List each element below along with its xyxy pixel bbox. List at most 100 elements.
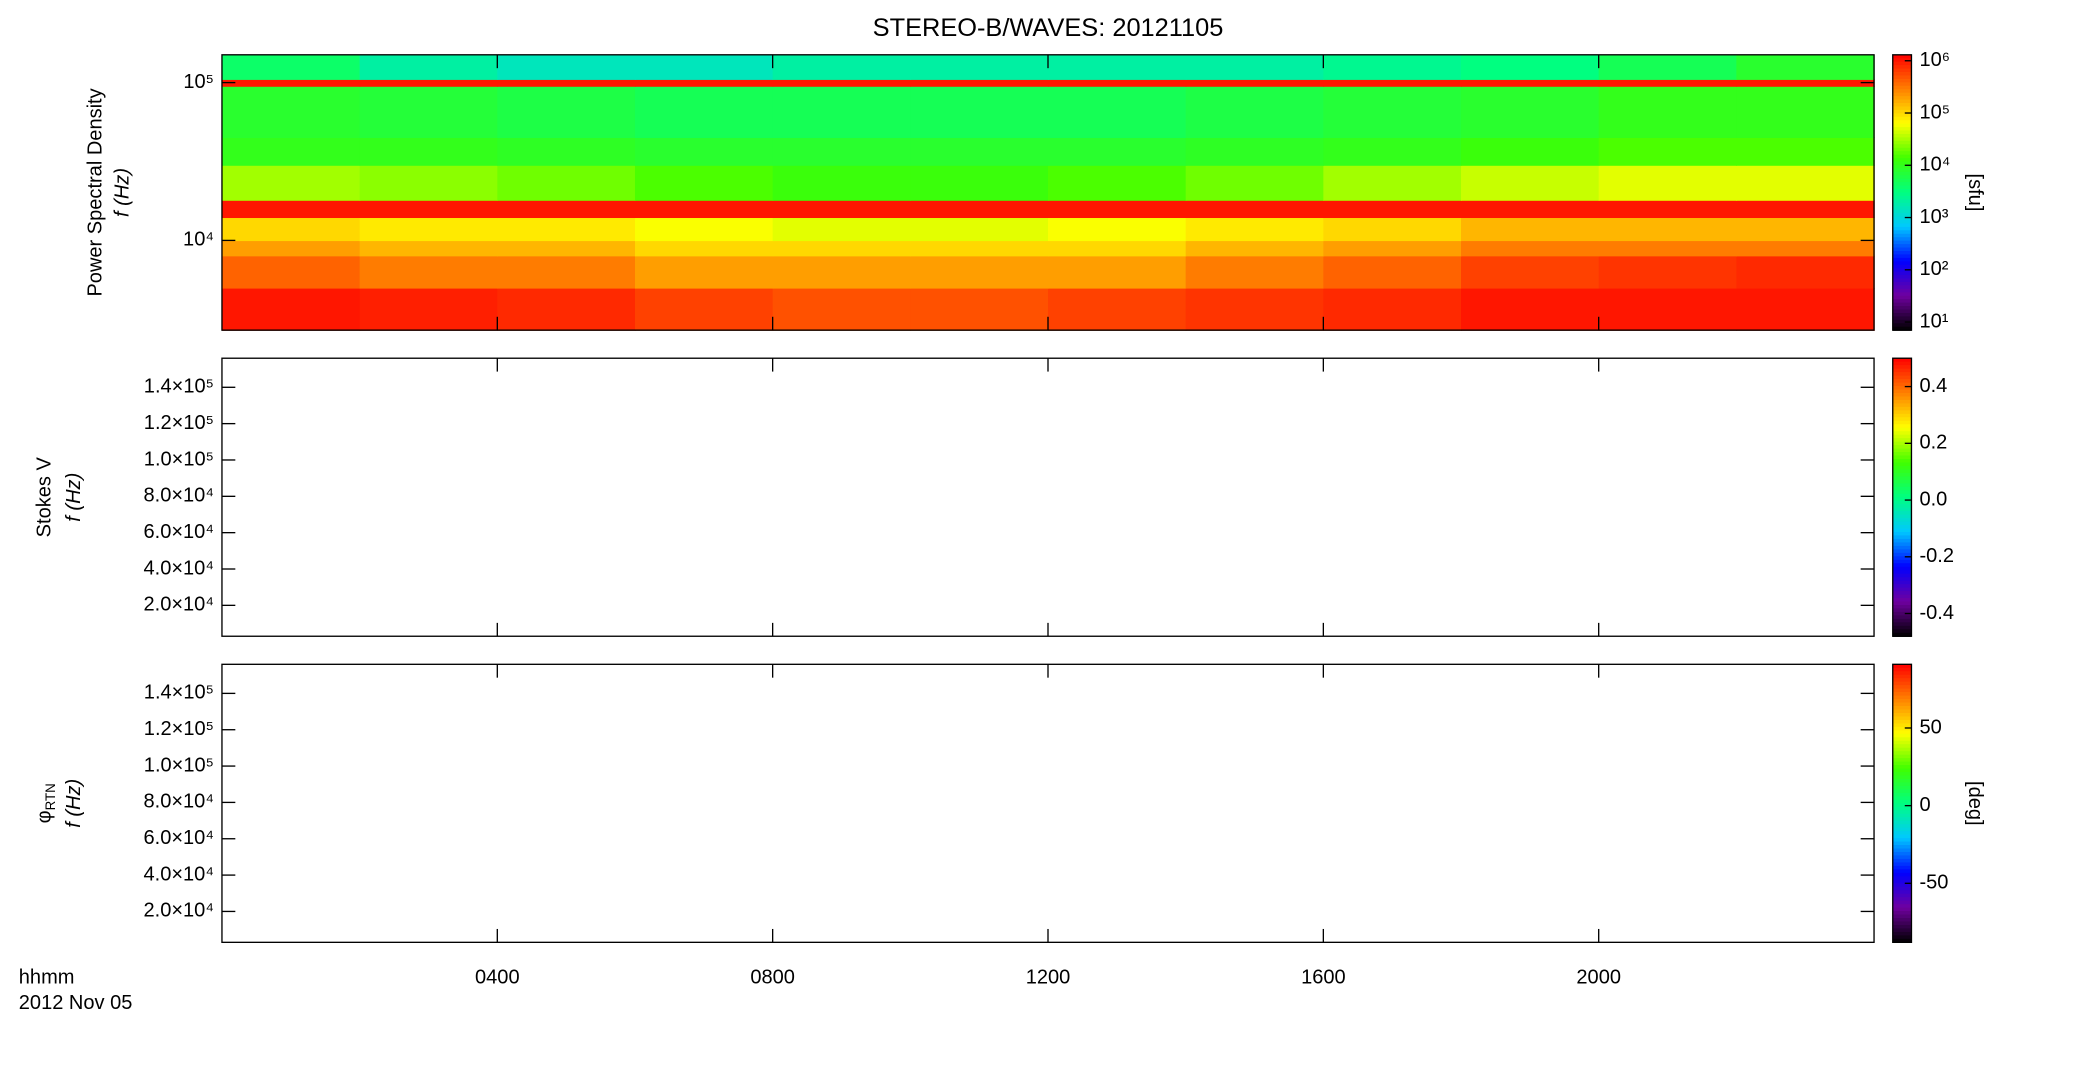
colorbar-segment [1892, 625, 1912, 630]
colorbar-segment [1892, 935, 1912, 940]
colorbar-segment [1892, 681, 1912, 686]
heatmap-cell [221, 240, 361, 257]
colorbar-tick-label: 10⁴ [1919, 154, 1950, 176]
colorbar-segment [1892, 525, 1912, 530]
colorbar-segment [1892, 622, 1912, 627]
heatmap-cell [1323, 79, 1462, 87]
colorbar-segment [1892, 931, 1912, 937]
heatmap-cell [497, 79, 636, 87]
colorbar-segment [1892, 733, 1912, 738]
colorbar-segment [1892, 365, 1912, 370]
colorbar-segment [1892, 594, 1912, 599]
colorbar-segment [1892, 528, 1912, 533]
colorbar-segment [1892, 803, 1912, 808]
colorbar-segment [1892, 552, 1912, 557]
heatmap-cell [1048, 255, 1187, 289]
colorbar-segment [1892, 254, 1912, 259]
colorbar-segment [1892, 137, 1912, 142]
heatmap-cell [1185, 86, 1325, 138]
heatmap-cell [634, 240, 774, 257]
colorbar-segment [1892, 709, 1912, 714]
colorbar-segment [1892, 309, 1912, 314]
heatmap-cell [634, 86, 774, 138]
colorbar-tick-label: 10⁶ [1919, 49, 1950, 71]
colorbar-frame [1892, 54, 1913, 331]
colorbar-segment [1892, 604, 1912, 610]
heatmap-cell [1736, 86, 1875, 138]
colorbar-segment [1892, 573, 1912, 578]
colorbar-segment [1892, 448, 1912, 453]
colorbar-segment [1892, 695, 1912, 700]
colorbar-segment [1892, 257, 1912, 262]
colorbar-segment [1892, 92, 1912, 97]
heatmap-cell [1736, 54, 1875, 80]
colorbar-tick-label: 0.0 [1919, 488, 1947, 510]
colorbar-segment [1892, 618, 1912, 624]
colorbar-segment [1892, 493, 1912, 498]
colorbar-segment [1892, 845, 1912, 850]
colorbar-segment [1892, 834, 1912, 839]
colorbar-segment [1892, 911, 1912, 916]
heatmap-cell [359, 137, 498, 166]
colorbar-segment [1892, 897, 1912, 902]
heatmap-cell [359, 287, 498, 331]
heatmap-cell [772, 217, 911, 242]
heatmap-cell [1736, 137, 1875, 166]
colorbar-segment [1892, 563, 1912, 568]
colorbar-segment [1892, 299, 1912, 304]
y-tick-label: 6.0×10⁴ [144, 521, 214, 543]
colorbar-segment [1892, 323, 1912, 328]
heatmap-cell [772, 287, 911, 331]
colorbar-segment [1892, 876, 1912, 881]
colorbar-segment [1892, 230, 1912, 235]
heatmap-cell [1598, 287, 1738, 331]
colorbar-segment [1892, 504, 1912, 509]
colorbar-segment [1892, 577, 1912, 582]
y-axis-label: f (Hz) [111, 168, 133, 217]
heatmap-cell [1736, 255, 1875, 289]
heatmap-cell [497, 217, 636, 242]
heatmap-cell [1048, 165, 1187, 201]
heatmap-cell [1185, 137, 1325, 166]
colorbar-segment [1892, 810, 1912, 815]
heatmap-cell [1461, 240, 1600, 257]
colorbar-segment [1892, 535, 1912, 540]
colorbar-frame [1892, 663, 1913, 943]
colorbar-segment [1892, 699, 1912, 704]
heatmap-cell [1461, 255, 1600, 289]
y-tick-label: 10⁵ [183, 71, 214, 93]
colorbar-segment [1892, 420, 1912, 425]
y-tick-label: 8.0×10⁴ [144, 485, 214, 507]
colorbar-segment [1892, 281, 1912, 287]
colorbar-segment [1892, 570, 1912, 575]
colorbar-segment [1892, 164, 1912, 170]
colorbar-segment [1892, 490, 1912, 495]
heatmap-cell [497, 255, 636, 289]
heatmap-cell [1736, 200, 1875, 219]
colorbar-tick-label: 10³ [1919, 206, 1948, 228]
y-axis-label: f (Hz) [63, 473, 85, 522]
colorbar-segment [1892, 591, 1912, 596]
colorbar-segment [1892, 914, 1912, 919]
heatmap-cell [1736, 217, 1875, 242]
colorbar-segment [1892, 706, 1912, 711]
colorbar-segment [1892, 754, 1912, 759]
colorbar-segment [1892, 514, 1912, 519]
heatmap-cell [772, 240, 911, 257]
plot-frame [221, 357, 1875, 637]
colorbar-segment [1892, 199, 1912, 204]
colorbar-segment [1892, 78, 1912, 84]
heatmap-cell [910, 287, 1049, 331]
colorbar-segment [1892, 268, 1912, 273]
y-tick-label: 2.0×10⁴ [144, 900, 214, 922]
colorbar-segment [1892, 410, 1912, 415]
colorbar-segment [1892, 116, 1912, 121]
heatmap-cell [497, 86, 636, 138]
heatmap-cell [772, 79, 911, 87]
colorbar-segment [1892, 361, 1912, 366]
heatmap-cell [1185, 255, 1325, 289]
heatmap-cell [772, 86, 911, 138]
heatmap-cell [772, 137, 911, 166]
heatmap-cell [634, 54, 774, 80]
